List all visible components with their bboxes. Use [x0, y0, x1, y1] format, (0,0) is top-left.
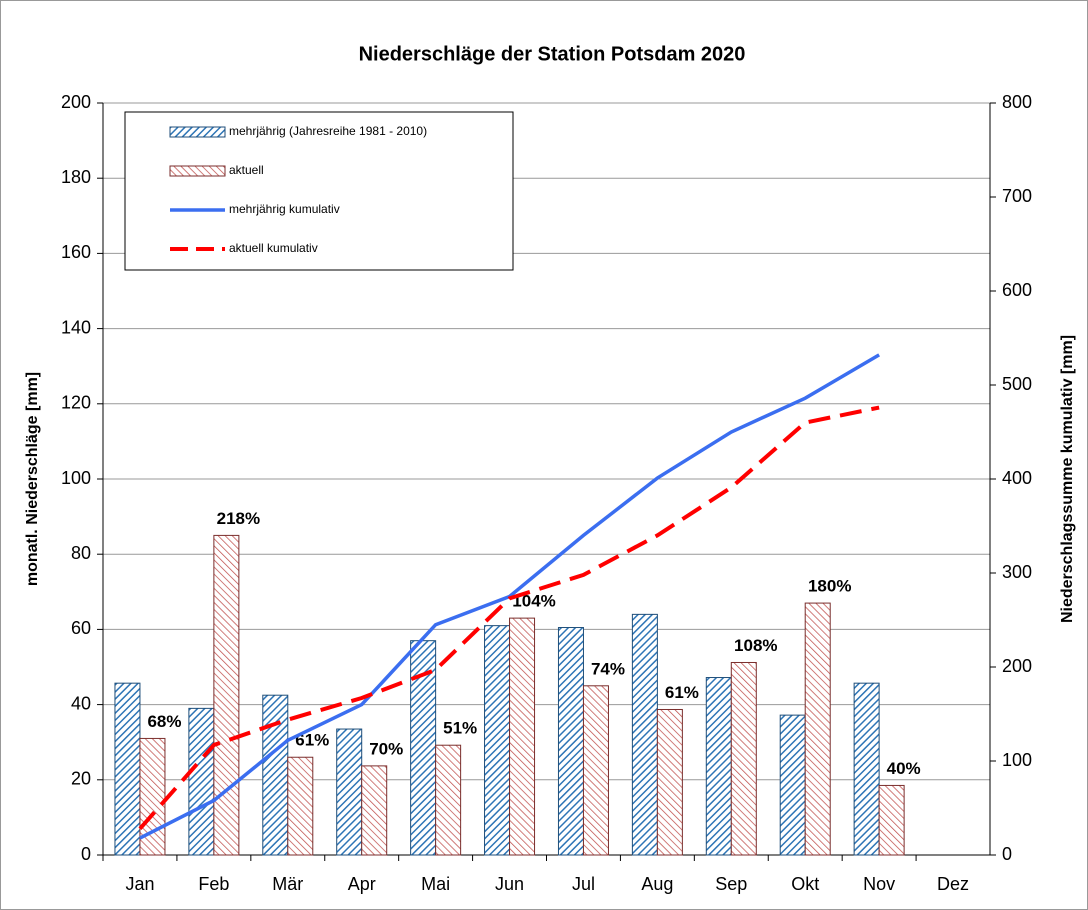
ratio-label: 180% [808, 577, 851, 596]
bar [213, 534, 240, 856]
y2-axis-label: Niederschlagssumme kumulativ [mm] [1059, 335, 1076, 623]
y2-tick-label: 600 [1002, 280, 1032, 300]
y-tick-label: 0 [81, 844, 91, 864]
bar [336, 728, 363, 856]
bar [262, 694, 289, 856]
ratio-label: 104% [512, 592, 555, 611]
ratio-label: 74% [591, 659, 625, 678]
legend-label: aktuell kumulativ [229, 241, 318, 255]
y-tick-label: 40 [71, 693, 91, 713]
ratio-label: 61% [295, 731, 329, 750]
bar [114, 682, 141, 856]
ratio-label: 51% [443, 719, 477, 738]
x-tick-label: Feb [198, 874, 229, 894]
ratio-label: 68% [147, 712, 181, 731]
y-axis-label: monatl. Niederschläge [mm] [24, 372, 41, 586]
y2-tick-label: 400 [1002, 468, 1032, 488]
ratio-label: 70% [369, 739, 403, 758]
ratio-label: 108% [734, 636, 777, 655]
bar [705, 677, 732, 856]
bar [853, 682, 880, 856]
y-tick-label: 60 [71, 618, 91, 638]
legend-label: mehrjährig (Jahresreihe 1981 - 2010) [229, 124, 427, 138]
legend-label: mehrjährig kumulativ [229, 202, 340, 216]
bar [582, 685, 609, 856]
y2-tick-label: 100 [1002, 750, 1032, 770]
bar [484, 625, 511, 856]
y-tick-label: 120 [61, 393, 91, 413]
x-tick-label: Mai [421, 874, 450, 894]
y-tick-label: 20 [71, 769, 91, 789]
y2-tick-label: 800 [1002, 92, 1032, 112]
y2-tick-label: 300 [1002, 562, 1032, 582]
x-tick-label: Sep [715, 874, 747, 894]
legend-box [124, 111, 514, 271]
x-tick-label: Aug [641, 874, 673, 894]
line [138, 405, 880, 831]
bar [557, 627, 584, 856]
legend-label: aktuell [229, 163, 264, 177]
bar [779, 714, 806, 856]
legend-swatch [169, 165, 226, 177]
bar [878, 784, 905, 856]
y-tick-label: 140 [61, 317, 91, 337]
bar [804, 602, 831, 856]
y-tick-label: 160 [61, 242, 91, 262]
y-tick-label: 100 [61, 468, 91, 488]
x-tick-label: Okt [791, 874, 819, 894]
y-tick-label: 200 [61, 92, 91, 112]
chart-title: Niederschläge der Station Potsdam 2020 [359, 43, 746, 65]
x-tick-label: Apr [348, 874, 376, 894]
bar [361, 765, 388, 856]
bar [435, 744, 462, 856]
y2-tick-label: 0 [1002, 844, 1012, 864]
y2-tick-label: 200 [1002, 656, 1032, 676]
ratio-label: 61% [665, 683, 699, 702]
bar [509, 617, 536, 856]
y2-tick-label: 500 [1002, 374, 1032, 394]
legend-swatch [169, 126, 226, 138]
y-tick-label: 80 [71, 543, 91, 563]
bar [631, 613, 658, 856]
x-tick-label: Nov [863, 874, 895, 894]
x-tick-label: Jan [125, 874, 154, 894]
bar [287, 756, 314, 856]
x-tick-label: Jun [495, 874, 524, 894]
x-tick-label: Dez [937, 874, 969, 894]
x-tick-label: Jul [572, 874, 595, 894]
ratio-label: 40% [887, 759, 921, 778]
bar [188, 707, 215, 856]
bar [656, 708, 683, 856]
x-tick-label: Mär [272, 874, 303, 894]
ratio-label: 218% [217, 509, 260, 528]
y2-tick-label: 700 [1002, 186, 1032, 206]
y-tick-label: 180 [61, 167, 91, 187]
bar [730, 661, 757, 856]
